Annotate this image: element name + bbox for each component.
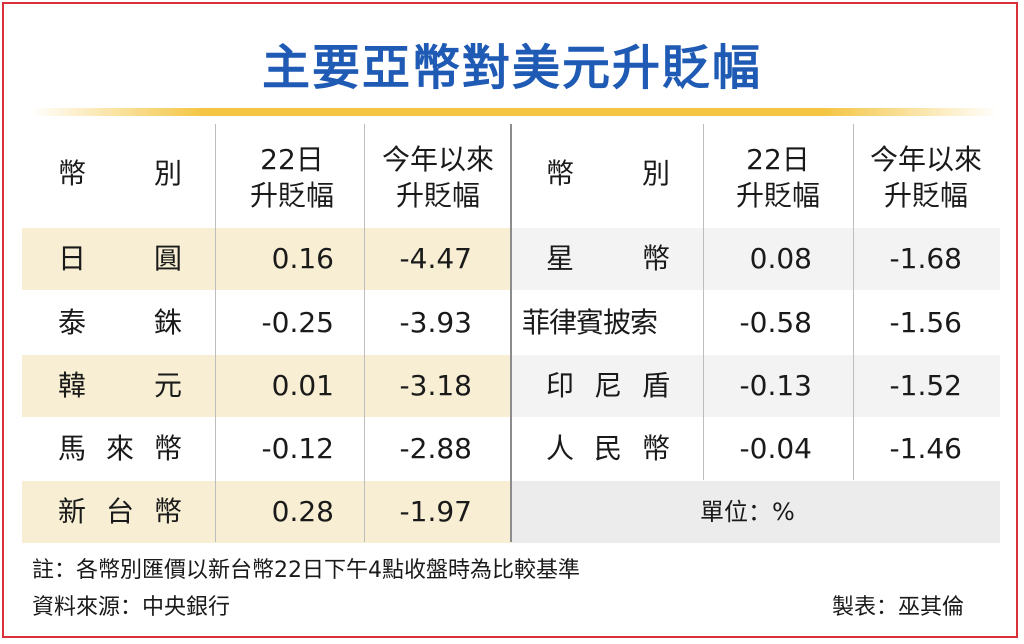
- title-underline: [30, 108, 998, 116]
- day-change-value: 0.16: [271, 242, 334, 275]
- day-change-value: -0.13: [739, 369, 812, 402]
- column-divider: [364, 124, 365, 542]
- row-band: [512, 481, 1000, 543]
- header-day-change: 22日 升貶幅: [735, 143, 820, 212]
- day-change-value: -0.58: [739, 306, 812, 339]
- ytd-change-value: -1.52: [889, 369, 962, 402]
- footnote: 註：各幣別匯價以新台幣22日下午4點收盤時為比較基準: [32, 558, 580, 583]
- currency-name: 泰銖: [58, 306, 182, 339]
- column-divider: [703, 124, 704, 480]
- day-change-value: -0.25: [261, 306, 334, 339]
- header-day-change: 22日 升貶幅: [249, 143, 334, 212]
- ytd-change-value: -2.88: [399, 432, 472, 465]
- row-band: [22, 355, 512, 417]
- column-divider: [853, 124, 854, 480]
- unit-label: 單位：%: [700, 498, 795, 526]
- column-divider: [510, 124, 512, 542]
- currency-name: 星幣: [546, 242, 670, 275]
- ytd-change-value: -3.93: [399, 306, 472, 339]
- ytd-change-value: -4.47: [399, 242, 472, 275]
- currency-name: 人民幣: [546, 432, 670, 465]
- day-change-value: 0.08: [749, 242, 812, 275]
- author-credit: 製表：巫其倫: [832, 595, 965, 620]
- currency-name: 馬來幣: [58, 432, 182, 465]
- row-band: [22, 228, 512, 290]
- currency-name: 印尼盾: [546, 369, 670, 402]
- row-band: [512, 228, 1000, 290]
- header-currency: 幣別: [58, 157, 182, 190]
- currency-name: 日圓: [58, 242, 182, 275]
- row-band: [22, 481, 512, 543]
- day-change-value: -0.12: [261, 432, 334, 465]
- currency-name: 菲律賓披索: [522, 306, 658, 339]
- column-divider: [215, 124, 216, 542]
- day-change-value: -0.04: [739, 432, 812, 465]
- currency-name: 韓元: [58, 369, 182, 402]
- row-band: [512, 355, 1000, 417]
- ytd-change-value: -1.56: [889, 306, 962, 339]
- header-ytd-change: 今年以來 升貶幅: [381, 143, 494, 212]
- header-currency: 幣別: [546, 157, 670, 190]
- currency-name: 新台幣: [58, 495, 182, 528]
- ytd-change-value: -1.97: [399, 495, 472, 528]
- ytd-change-value: -3.18: [399, 369, 472, 402]
- page-title: 主要亞幣對美元升貶幅: [261, 40, 762, 96]
- header-ytd-change: 今年以來 升貶幅: [869, 143, 982, 212]
- ytd-change-value: -1.46: [889, 432, 962, 465]
- day-change-value: 0.28: [271, 495, 334, 528]
- day-change-value: 0.01: [271, 369, 334, 402]
- ytd-change-value: -1.68: [889, 242, 962, 275]
- frame-border: [2, 2, 1018, 638]
- source-credit: 資料來源：中央銀行: [32, 595, 231, 620]
